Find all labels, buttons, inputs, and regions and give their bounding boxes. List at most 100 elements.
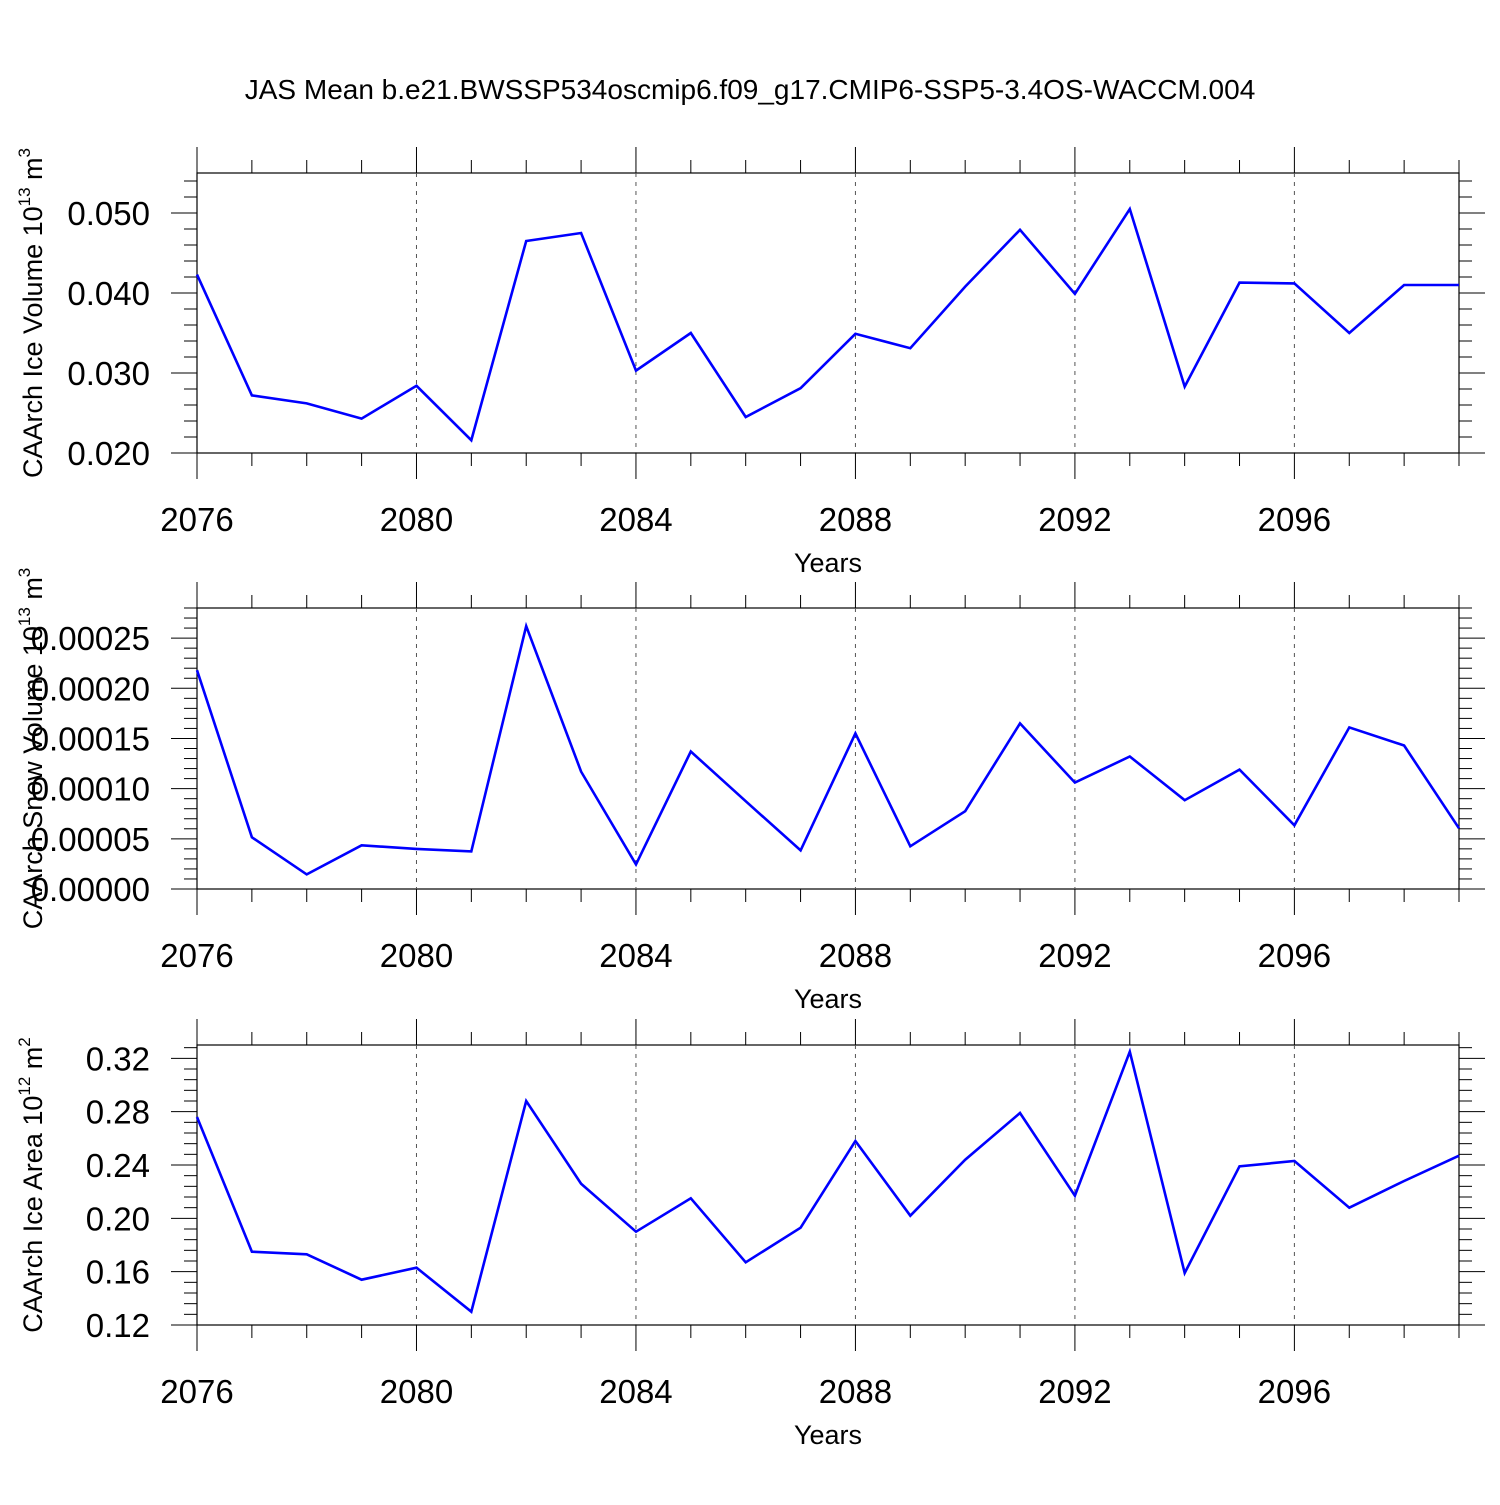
y-axis-title-text: CAArch Ice Area 10	[18, 1096, 48, 1333]
data-point	[1128, 207, 1132, 211]
x-tick-label: 2080	[380, 1373, 453, 1410]
x-tick-label: 2096	[1258, 501, 1331, 538]
data-point	[744, 1260, 748, 1264]
y-tick-label: 0.20	[86, 1200, 150, 1237]
data-point	[689, 1196, 693, 1200]
series-line	[195, 621, 1461, 876]
data-point	[1073, 292, 1077, 296]
data-point	[799, 1226, 803, 1230]
chart-title: JAS Mean b.e21.BWSSP534oscmip6.f09_g17.C…	[245, 74, 1256, 105]
x-axis-title: Years	[794, 1420, 862, 1450]
data-point	[305, 872, 309, 876]
y-tick-label: 0.24	[86, 1147, 150, 1184]
data-point	[1292, 281, 1296, 285]
x-tick-label: 2080	[380, 937, 453, 974]
y-tick-label: 0.030	[67, 355, 150, 392]
y-tick-label: 0.040	[67, 275, 150, 312]
data-point	[853, 332, 857, 336]
data-point	[908, 844, 912, 848]
y-axis-title-unit-exponent: 3	[15, 568, 34, 577]
data-point	[579, 770, 583, 774]
data-point	[579, 1182, 583, 1186]
data-point	[305, 1252, 309, 1256]
data-point	[634, 1230, 638, 1234]
data-point	[1128, 755, 1132, 759]
x-tick-label: 2076	[160, 1373, 233, 1410]
y-axis-title-exponent: 13	[15, 187, 34, 206]
panel-2: 0.00000 0.00005 0.00010 0.00015 0.00020 0.000…	[15, 568, 1485, 1014]
data-point	[414, 847, 418, 851]
panel-1: 0.020 0.030 0.040 0.050 2076 2080 2084 2088 2092…	[15, 147, 1485, 578]
data-point	[305, 401, 309, 405]
chart-panels: 0.020 0.030 0.040 0.050 2076 2080 2084 2088 2092…	[15, 147, 1485, 1450]
x-tick-label: 2076	[160, 937, 233, 974]
data-point	[250, 1250, 254, 1254]
data-point	[1402, 1179, 1406, 1183]
x-tick-label: 2096	[1258, 937, 1331, 974]
data-point	[1292, 823, 1296, 827]
data-point	[963, 285, 967, 289]
y-tick-label: 0.00020	[31, 670, 150, 707]
data-point	[689, 750, 693, 754]
x-axis-title: Years	[794, 548, 862, 578]
x-tick-label: 2092	[1038, 937, 1111, 974]
y-tick-label: 0.00025	[31, 620, 150, 657]
data-point	[524, 239, 528, 243]
x-tick-label: 2088	[819, 937, 892, 974]
x-tick-label: 2076	[160, 501, 233, 538]
y-tick-label: 0.12	[86, 1307, 150, 1344]
data-point	[360, 843, 364, 847]
data-point	[963, 809, 967, 813]
x-tick-label: 2092	[1038, 501, 1111, 538]
data-point	[1402, 283, 1406, 287]
y-tick-label: 0.16	[86, 1254, 150, 1291]
data-point	[634, 369, 638, 373]
y-axis-title-exponent: 12	[15, 1077, 34, 1096]
data-point	[1238, 1164, 1242, 1168]
data-point	[1347, 331, 1351, 335]
data-point	[1018, 721, 1022, 725]
data-point	[853, 1139, 857, 1143]
data-point	[250, 393, 254, 397]
y-axis-title-text: CAArch Snow Volume 10	[18, 626, 48, 929]
data-point	[1073, 781, 1077, 785]
data-point	[634, 862, 638, 866]
data-point	[744, 799, 748, 803]
y-tick-label: 0.28	[86, 1094, 150, 1131]
x-tick-label: 2092	[1038, 1373, 1111, 1410]
data-point	[853, 731, 857, 735]
data-point	[1347, 725, 1351, 729]
data-point	[1457, 1154, 1461, 1158]
data-point	[195, 273, 199, 277]
data-point	[1018, 1111, 1022, 1115]
y-axis-title-unit: m	[18, 157, 48, 187]
data-point	[1183, 798, 1187, 802]
y-axis-title-unit: m	[18, 577, 48, 607]
y-tick-label: 0.050	[67, 195, 150, 232]
data-point	[1292, 1159, 1296, 1163]
data-point	[469, 1310, 473, 1314]
x-tick-label: 2096	[1258, 1373, 1331, 1410]
data-point	[1183, 385, 1187, 389]
data-point	[1457, 283, 1461, 287]
data-point	[1238, 281, 1242, 285]
y-axis-title: CAArch Ice Volume 1013 m3	[15, 148, 48, 478]
y-axis-title: CAArch Snow Volume 1013 m3	[15, 568, 48, 930]
y-tick-label: 0.32	[86, 1040, 150, 1077]
data-point	[1128, 1050, 1132, 1054]
plot-frame	[196, 1044, 1460, 1326]
data-point	[799, 848, 803, 852]
data-point	[524, 1099, 528, 1103]
x-tick-label: 2088	[819, 1373, 892, 1410]
data-point	[908, 1214, 912, 1218]
y-axis-title-exponent: 13	[15, 607, 34, 626]
y-tick-label: 0.020	[67, 435, 150, 472]
data-point	[469, 438, 473, 442]
y-tick-label: 0.00010	[31, 771, 150, 808]
series-line	[195, 1047, 1460, 1314]
data-point	[1018, 228, 1022, 232]
data-point	[744, 415, 748, 419]
data-point	[469, 849, 473, 853]
x-axis-title: Years	[794, 984, 862, 1014]
